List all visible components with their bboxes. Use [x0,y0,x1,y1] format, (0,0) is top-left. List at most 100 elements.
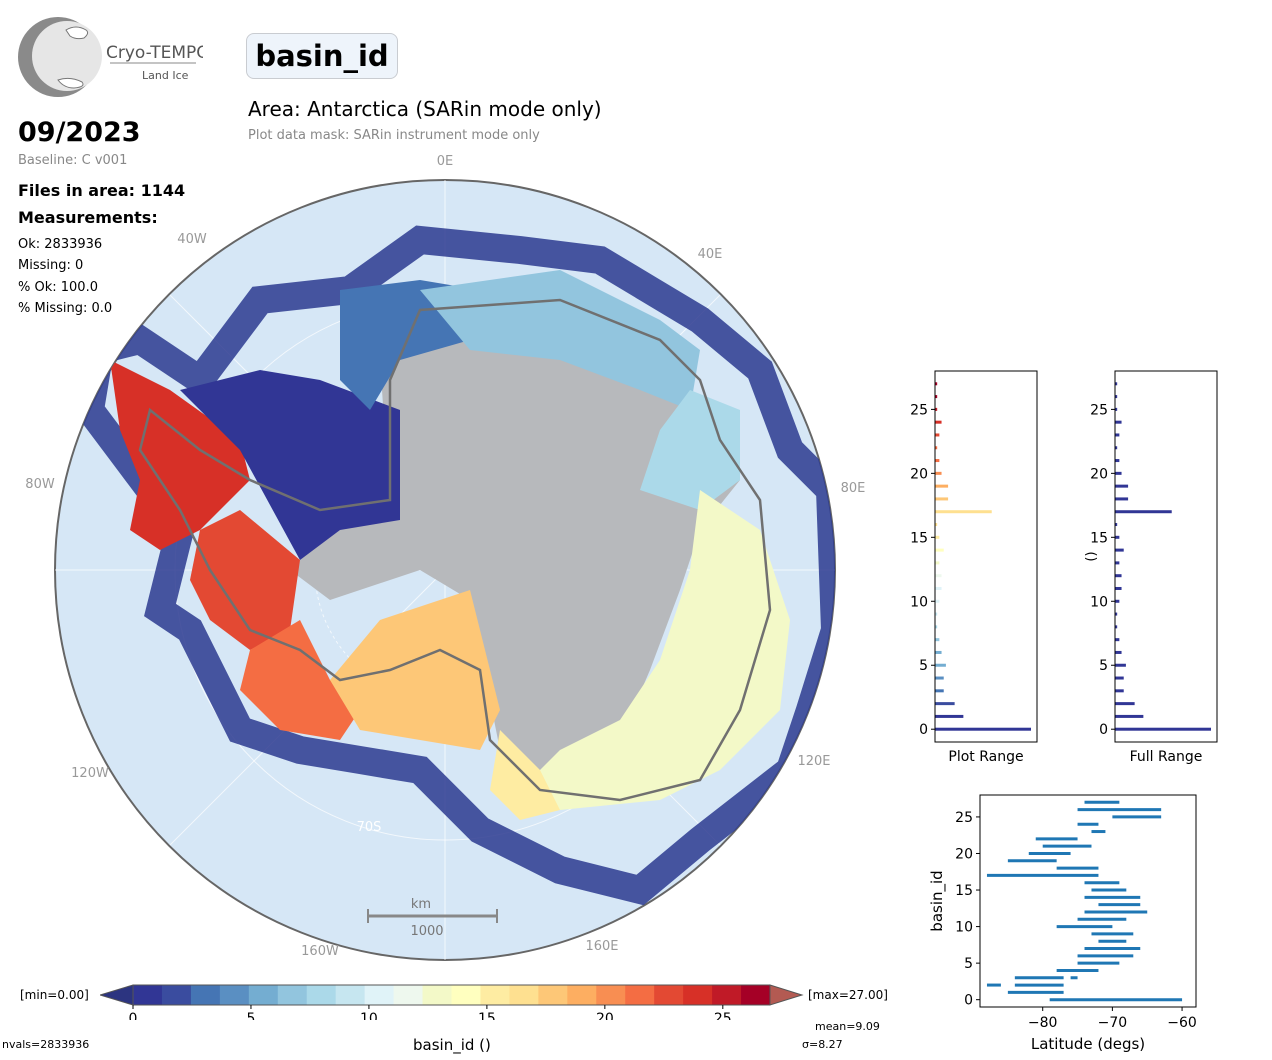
histogram-full-range: 0 5 10 15 20 25 Full Range () [1075,360,1255,770]
lon-label-40E: 40E [698,247,723,262]
latitude-range-frame [980,795,1196,1007]
area-title: Area: Antarctica (SARin mode only) [248,97,602,121]
hist-full-ytick-label: 0 [1099,722,1108,738]
hist-full-bar [1115,459,1119,462]
hist-full-ytick-label: 5 [1099,658,1108,674]
colorbar-segment [133,985,162,1005]
hist-full-bar [1115,485,1128,488]
hist-plot-bar [935,485,948,488]
lon-label-120W: 120W [71,766,109,781]
footer-mean: mean=9.09 [815,1020,880,1033]
hist-full-ytick-label: 20 [1090,466,1108,482]
hist-full-frame [1115,371,1217,742]
hist-plot-xlabel: Plot Range [948,749,1023,765]
lon-label-0E: 0E [437,154,454,169]
hist-full-bar [1115,651,1122,654]
hist-plot-bar [935,472,942,475]
colorbar-segment [567,985,596,1005]
latitude-range-xtick-label: −70 [1098,1015,1128,1031]
colorbar-tick-label: 0 [129,1011,138,1020]
latitude-range-ytick-label: 10 [955,920,973,936]
latitude-range-xtick-label: −80 [1028,1015,1058,1031]
hist-plot-ytick-label: 15 [910,530,928,546]
latitude-range-chart: 0510152025−80 −70 −60Latitude (degs)basin_… [920,785,1220,1060]
colorbar-min-label: [min=0.00] [20,988,89,1002]
colorbar-segment [480,985,509,1005]
hist-full-bar [1115,549,1124,552]
colorbar-segment [307,985,336,1005]
hist-plot-bar [935,664,946,667]
colorbar-tick-label: 5 [247,1011,256,1020]
hist-plot-bar [935,689,944,692]
colorbar: 0 5 10 15 20 25 [100,980,810,1020]
colorbar-tick-label: 15 [478,1011,496,1020]
hist-plot-ytick-label: 20 [910,466,928,482]
lon-label-40W: 40W [177,232,207,247]
latitude-range-xtick-label: −60 [1167,1015,1197,1031]
lon-label-160W: 160W [301,944,339,959]
latitude-range-ytick-label: 5 [964,956,973,972]
hist-plot-ytick-label: 25 [910,402,928,418]
hist-full-bar [1115,472,1122,475]
logo-subtitle: Land Ice [142,69,189,82]
hist-full-bar [1115,638,1119,641]
hist-full-bar [1115,587,1122,590]
colorbar-segment [509,985,538,1005]
colorbar-segment [365,985,394,1005]
footer-sigma: σ=8.27 [802,1038,843,1051]
hist-plot-bar [935,497,948,500]
logo-name: Cryo-TEMPO [106,43,203,63]
hist-plot-bar [935,421,942,424]
latitude-range-xlabel: Latitude (degs) [1031,1035,1145,1053]
latitude-range-ytick-label: 0 [964,993,973,1009]
hist-full-xlabel: Full Range [1130,749,1203,765]
histogram-plot-range: 0510152025Plot Range [895,360,1055,770]
hist-full-bar [1115,433,1119,436]
polar-map: 0E 40E 80E 120E 160E 160W 120W 80W 40W 7… [0,150,880,970]
lon-label-120E: 120E [797,754,830,769]
colorbar-tick-label: 10 [360,1011,378,1020]
hist-plot-frame [935,371,1037,742]
colorbar-segment [683,985,712,1005]
hist-plot-bar [935,433,939,436]
hist-full-bar [1115,677,1124,680]
hist-full-bar [1115,689,1124,692]
scalebar-unit: km [411,897,431,912]
hist-full-bar [1115,497,1128,500]
hist-plot-bar [935,715,963,718]
latitude-range-ytick-label: 20 [955,846,973,862]
hist-plot-ytick-label: 10 [910,594,928,610]
lon-label-160E: 160E [585,939,618,954]
hist-plot-bar [935,728,1031,731]
colorbar-segment [741,985,770,1005]
colorbar-segment [191,985,220,1005]
lon-label-80E: 80E [841,481,866,496]
hist-plot-bar [935,536,939,539]
hist-plot-bar [935,600,939,603]
hist-plot-bar [935,638,939,641]
variable-title: basin_id [255,39,388,73]
hist-full-bar [1115,728,1211,731]
hist-plot-bar [935,677,944,680]
colorbar-segment [654,985,683,1005]
hist-plot-bar [935,510,992,513]
colorbar-label: basin_id () [413,1036,491,1054]
hist-plot-bar [935,651,942,654]
hist-full-bar [1115,510,1172,513]
colorbar-segment [336,985,365,1005]
footer-nvals: nvals=2833936 [2,1038,89,1051]
colorbar-segment [249,985,278,1005]
hist-full-ytick-label: 15 [1090,530,1108,546]
hist-full-bar [1115,715,1143,718]
hist-full-bar [1115,702,1135,705]
hist-plot-bar [935,459,939,462]
hist-full-bar [1115,574,1122,577]
colorbar-segment [394,985,423,1005]
hist-full-bar [1115,600,1119,603]
colorbar-segment [452,985,481,1005]
colorbar-tick-label: 20 [596,1011,614,1020]
hist-full-bar [1115,536,1119,539]
cryo-tempo-logo: Cryo-TEMPO Land Ice [18,16,203,100]
hist-plot-ytick-label: 5 [919,658,928,674]
colorbar-max-label: [max=27.00] [808,988,888,1002]
